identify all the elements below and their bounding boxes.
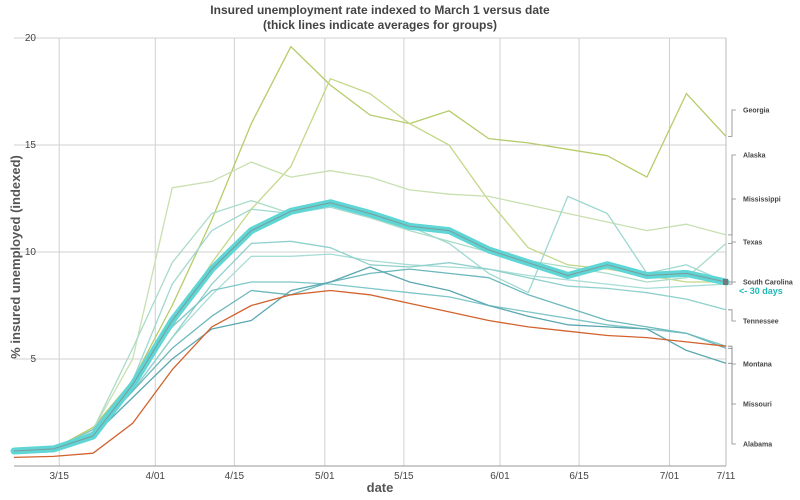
x-axis-label: date xyxy=(367,480,394,495)
x-tick-label: 4/15 xyxy=(225,471,245,482)
y-tick-labels: 5 10 15 20 xyxy=(25,33,37,365)
legend-label: Alabama xyxy=(743,442,772,449)
chart-title: Insured unemployment rate indexed to Mar… xyxy=(210,3,550,17)
y-axis-label: % insured unemployed (indexed) xyxy=(8,155,23,359)
legend-label: Missouri xyxy=(743,402,772,409)
series-georgia xyxy=(13,45,727,452)
legend-label: Texas xyxy=(743,240,762,247)
series-alabama xyxy=(13,266,727,452)
x-tick-label: 4/01 xyxy=(146,471,166,482)
legend-leader xyxy=(728,109,736,137)
x-tick-label: 6/15 xyxy=(569,471,589,482)
x-tick-label: 5/15 xyxy=(394,471,414,482)
x-tick-label: 5/01 xyxy=(315,471,335,482)
x-tick-labels: 3/15 4/01 4/15 5/01 5/15 6/01 6/15 7/01 7/11 xyxy=(49,471,735,482)
legend-label: Montana xyxy=(743,362,772,369)
x-tick-label: 3/15 xyxy=(49,471,69,482)
x-tick-label: 7/11 xyxy=(717,471,736,482)
x-tick-label: 7/01 xyxy=(660,471,680,482)
legend-label: South Carolina xyxy=(743,280,793,287)
legend-leader xyxy=(728,241,736,283)
legend-leader xyxy=(728,198,736,244)
legend-label: Mississippi xyxy=(743,197,781,204)
y-tick-label: 5 xyxy=(30,354,36,365)
series-line-10 xyxy=(13,289,727,459)
legend-label: Georgia xyxy=(743,108,770,115)
legend: Georgia Alaska Mississippi Texas South Carol… xyxy=(728,108,793,449)
series-missouri xyxy=(13,268,727,452)
chart-subtitle: (thick lines indicate averages for group… xyxy=(263,18,497,32)
series-alaska xyxy=(13,161,727,452)
legend-leader xyxy=(728,362,736,445)
y-tick-label: 20 xyxy=(25,33,37,44)
x-tick-label: 6/01 xyxy=(490,471,510,482)
series-texas xyxy=(13,195,727,452)
series-layer xyxy=(13,45,727,459)
series-montana xyxy=(13,281,727,452)
y-tick-label: 15 xyxy=(25,140,37,151)
legend-leader xyxy=(728,309,736,322)
series-group-average-core xyxy=(13,202,727,452)
legend-label: Alaska xyxy=(743,153,766,160)
average-layer xyxy=(10,199,730,455)
legend-leader xyxy=(728,154,736,236)
legend-leader xyxy=(728,281,736,285)
y-tick-label: 10 xyxy=(25,247,37,258)
annotation-30-days: <- 30 days xyxy=(739,286,783,296)
plot-frame xyxy=(14,38,727,467)
legend-label: Tennessee xyxy=(743,319,779,326)
series-south-carolina xyxy=(13,253,727,452)
average-end-marker xyxy=(723,278,728,285)
